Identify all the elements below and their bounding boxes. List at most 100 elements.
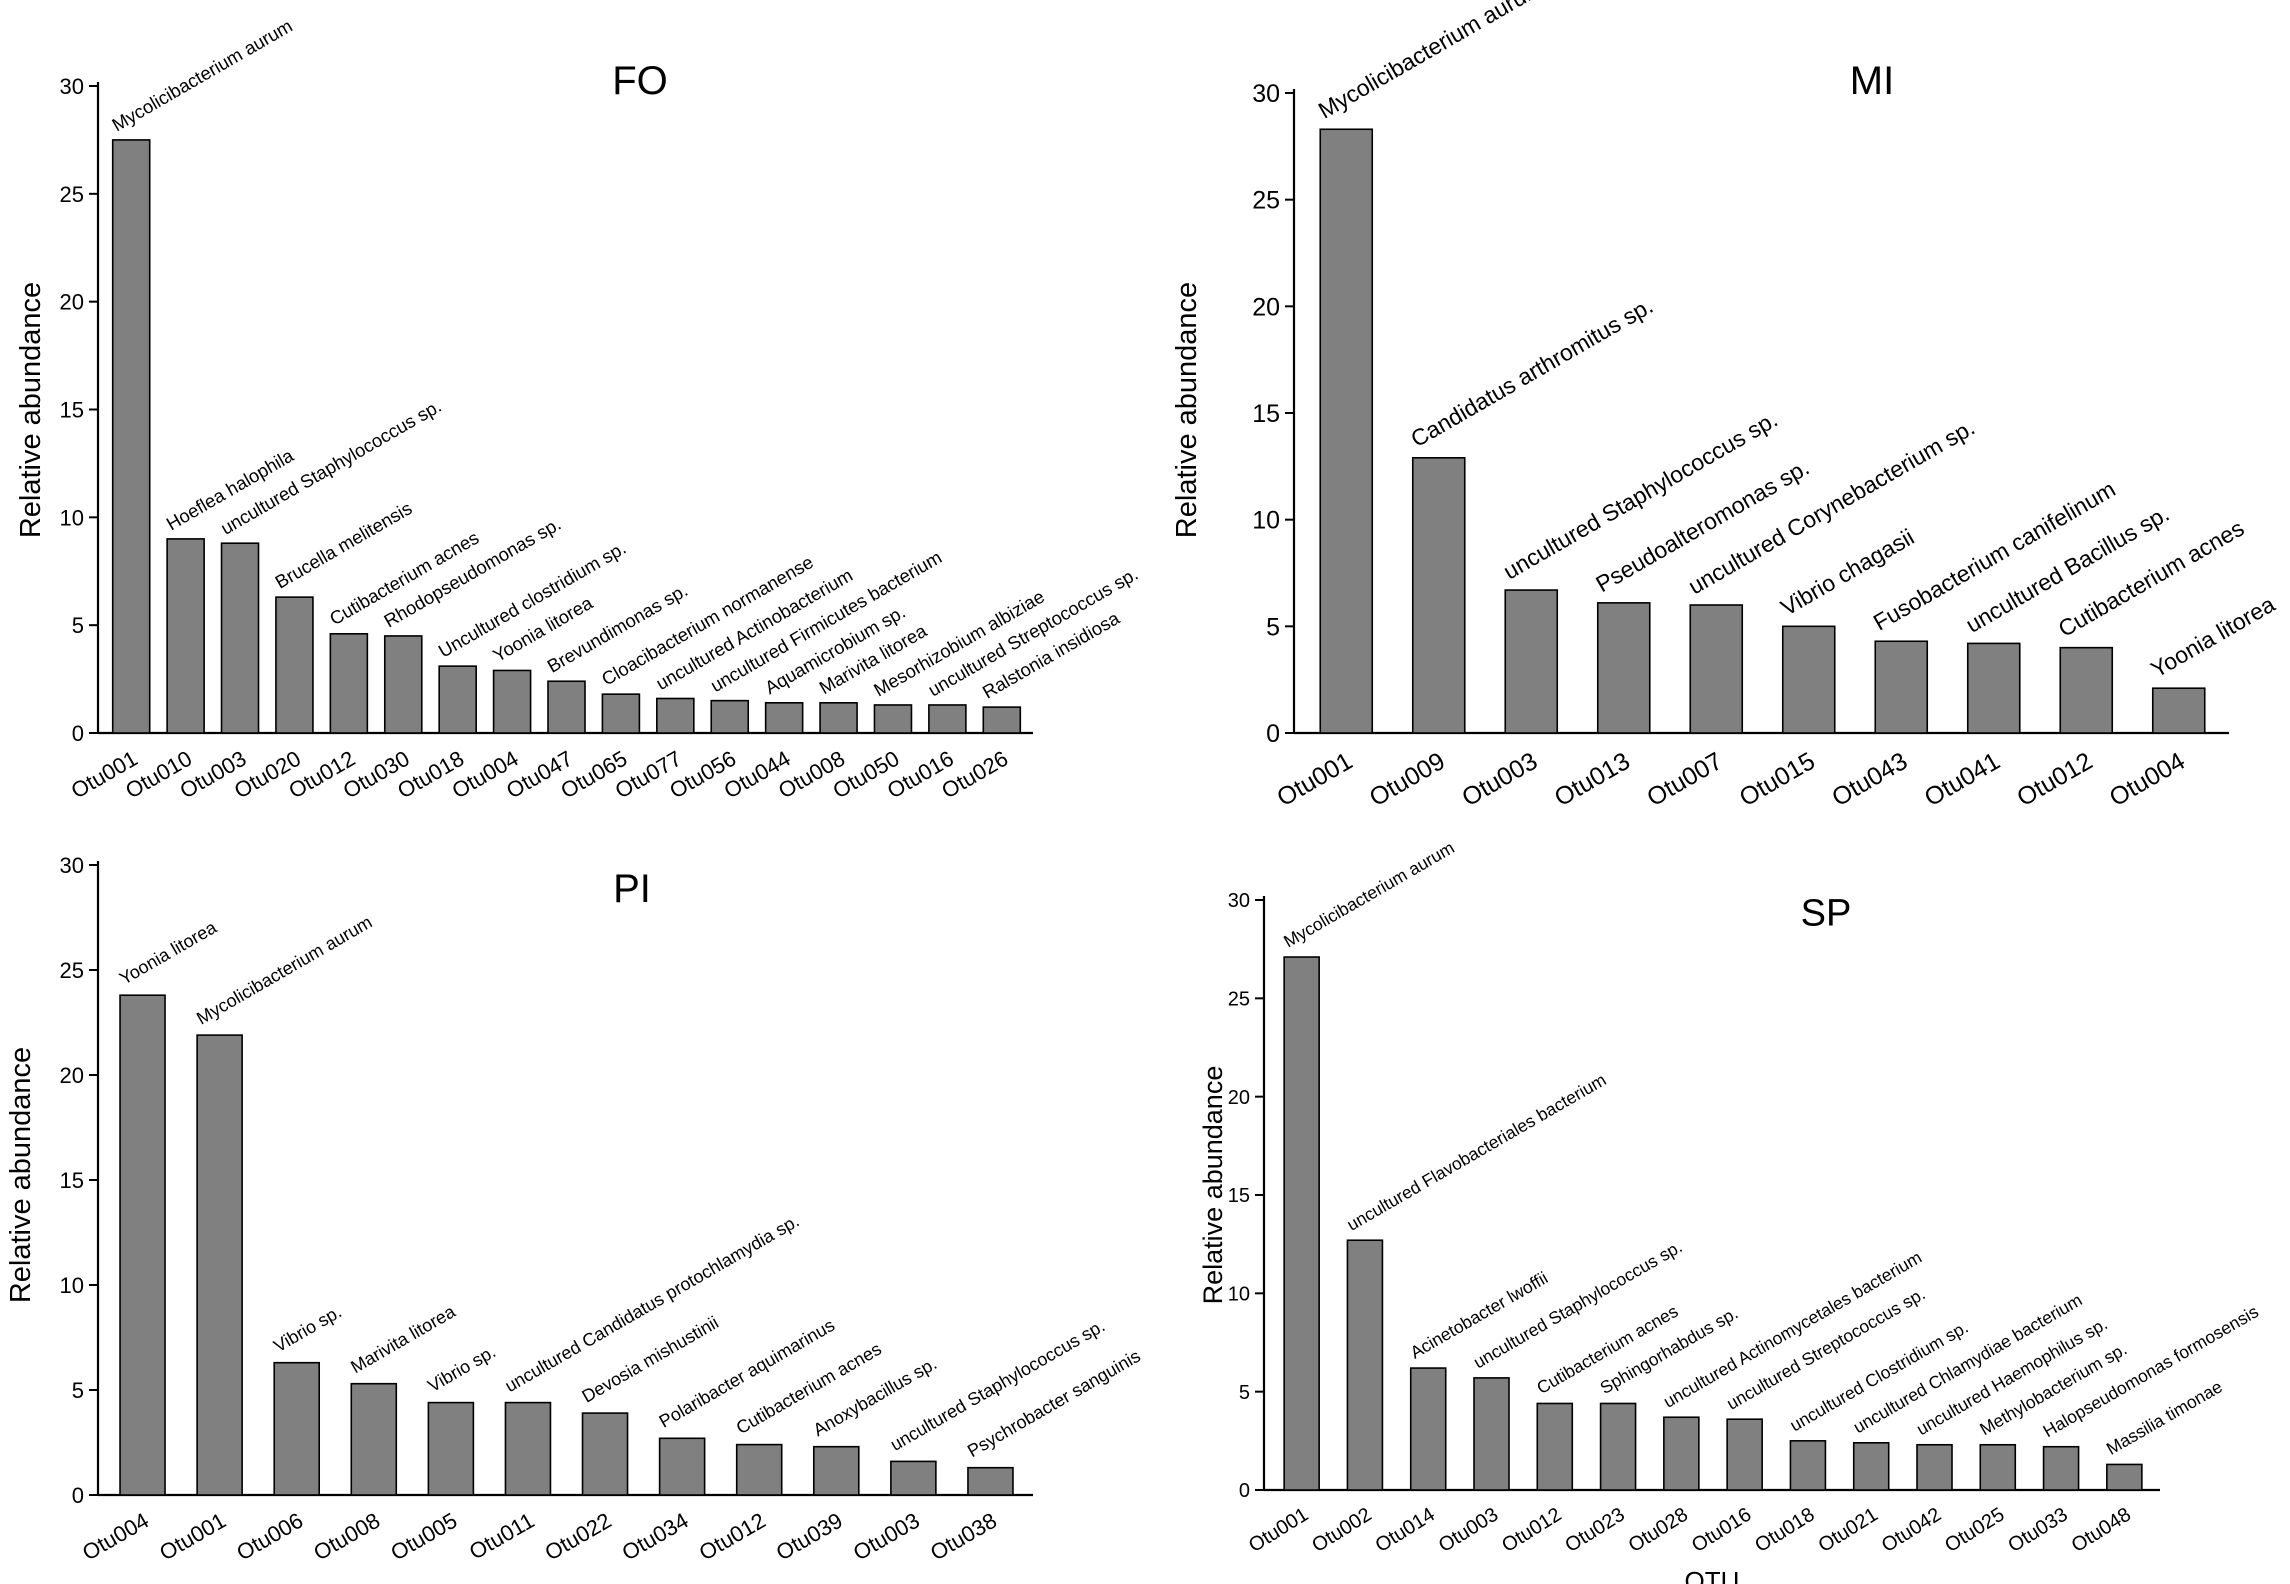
bar-otu047 <box>547 680 586 734</box>
x-tick-label: Otu001 <box>1272 747 1357 812</box>
y-tick-label: 10 <box>60 505 84 530</box>
x-tick-label: Otu034 <box>618 1508 693 1566</box>
x-tick-label: Otu012 <box>2012 747 2097 812</box>
x-tick-label: Otu004 <box>78 1508 153 1566</box>
x-tick-label: Otu021 <box>1815 1504 1882 1557</box>
bar-otu001 <box>196 1034 243 1496</box>
bar-label: Yoonia litorea <box>116 917 221 989</box>
bar-otu010 <box>166 538 205 734</box>
y-tick-label: 10 <box>1252 507 1280 535</box>
chart-panel-mi: 0 5 10 15 20 25 30 MI Relative abundance Mycolici… <box>1171 0 2279 812</box>
bar-otu065 <box>601 693 641 734</box>
x-tick-label: Otu003 <box>1435 1504 1502 1557</box>
bar-otu028 <box>1663 1416 1700 1491</box>
bar-otu013 <box>1596 602 1651 734</box>
chart-title: FO <box>612 59 668 103</box>
chart-title: PI <box>613 867 651 911</box>
x-tick-label: Otu014 <box>1372 1504 1439 1557</box>
x-tick-label: Otu012 <box>695 1508 770 1566</box>
x-tick-label: Otu006 <box>232 1508 307 1566</box>
x-tick-label: Otu002 <box>1308 1504 1375 1557</box>
x-tick-label: Otu015 <box>1735 747 1820 812</box>
y-tick-label: 0 <box>1266 720 1280 748</box>
y-tick-label: 25 <box>60 958 84 983</box>
x-tick-label: Otu043 <box>1827 747 1912 812</box>
chart-panel-pi: 0 5 10 15 20 25 30 PI Relative abundance Yoonia l… <box>5 853 1144 1565</box>
bar-otu003 <box>1504 589 1559 734</box>
bar-otu030 <box>383 635 423 734</box>
y-tick-label: 0 <box>72 1483 84 1508</box>
y-tick-label: 25 <box>1228 989 1250 1011</box>
bar-otu041 <box>1966 642 2021 734</box>
bar-label: Mycolicibacterium aurum <box>193 912 375 1029</box>
bar-otu016 <box>1726 1418 1763 1491</box>
x-tick-label: Otu003 <box>1457 747 1542 812</box>
x-tick-label: Otu005 <box>386 1508 461 1566</box>
bar-label: Vibrio sp. <box>270 1301 345 1356</box>
y-tick-label: 20 <box>1228 1087 1250 1109</box>
bar-otu048 <box>2106 1463 2143 1491</box>
x-tick-label: Otu004 <box>2105 747 2190 812</box>
bar-label: Vibrio sp. <box>424 1341 499 1396</box>
x-tick-label: Otu013 <box>1550 747 1635 812</box>
y-tick-label: 15 <box>60 397 84 422</box>
bar-otu056 <box>710 699 750 734</box>
y-axis-label: Relative abundance <box>15 282 47 538</box>
bar-label: uncultured Flavobacteriales bacterium <box>1343 1070 1609 1235</box>
bar-otu043 <box>1874 640 1929 734</box>
bar-label: Yoonia litorea <box>2146 591 2279 683</box>
x-axis-label: OTU <box>1685 1566 1740 1584</box>
y-tick-label: 20 <box>1252 293 1280 321</box>
bar-otu008 <box>819 702 858 734</box>
bar-otu039 <box>812 1445 860 1496</box>
bar-otu026 <box>982 706 1022 734</box>
bar-otu003 <box>220 542 260 734</box>
bar-label: Cutibacterium acnes <box>733 1339 885 1438</box>
y-tick-label: 5 <box>72 613 84 638</box>
bar-otu009 <box>1411 456 1466 734</box>
x-tick-label: Otu028 <box>1625 1504 1692 1557</box>
bar-otu001 <box>111 139 151 734</box>
y-tick-label: 30 <box>1228 890 1250 912</box>
x-tick-label: Otu016 <box>1688 1504 1755 1557</box>
y-tick-label: 10 <box>60 1273 84 1298</box>
y-tick-label: 5 <box>1266 613 1280 641</box>
bar-label: Mycolicibacterium aurum <box>1314 0 1547 124</box>
bar-otu007 <box>1689 604 1744 734</box>
bar-otu020 <box>275 596 314 734</box>
y-tick-label: 20 <box>60 290 84 315</box>
bar-otu014 <box>1409 1367 1447 1491</box>
chart-title: MI <box>1850 59 1894 103</box>
bar-otu018 <box>438 665 477 734</box>
y-tick-label: 15 <box>60 1168 84 1193</box>
x-tick-label: Otu039 <box>772 1508 847 1566</box>
bar-otu011 <box>504 1401 552 1496</box>
bar-otu044 <box>764 702 804 734</box>
chart-panel-sp: 0 5 10 15 20 25 30 SP Relative abundance OTU Mycol… <box>1198 837 2262 1584</box>
y-tick-label: 15 <box>1252 400 1280 428</box>
x-tick-label: Otu018 <box>1751 1504 1818 1557</box>
x-tick-label: Otu033 <box>2004 1504 2071 1557</box>
bar-otu001 <box>1283 956 1320 1491</box>
bar-otu012 <box>1536 1402 1574 1491</box>
x-tick-label: Otu008 <box>309 1508 384 1566</box>
x-tick-label: Otu001 <box>155 1508 230 1566</box>
bar-otu022 <box>581 1412 629 1496</box>
y-tick-label: 30 <box>60 853 84 878</box>
y-tick-label: 0 <box>72 721 84 746</box>
bar-otu008 <box>350 1382 398 1496</box>
y-tick-label: 20 <box>60 1063 84 1088</box>
y-axis-label: Relative abundance <box>1198 1066 1228 1305</box>
x-tick-label: Otu012 <box>1498 1504 1565 1557</box>
bar-otu003 <box>1473 1377 1510 1491</box>
x-tick-label: Otu041 <box>1920 747 2005 812</box>
bar-otu015 <box>1781 625 1836 734</box>
bar-otu002 <box>1346 1239 1384 1491</box>
bar-otu001 <box>1319 128 1374 734</box>
y-axis-label: Relative abundance <box>5 1047 37 1303</box>
y-tick-label: 25 <box>60 182 84 207</box>
y-tick-label: 10 <box>1228 1284 1250 1306</box>
bar-otu005 <box>427 1401 475 1496</box>
bar-otu050 <box>873 704 913 734</box>
